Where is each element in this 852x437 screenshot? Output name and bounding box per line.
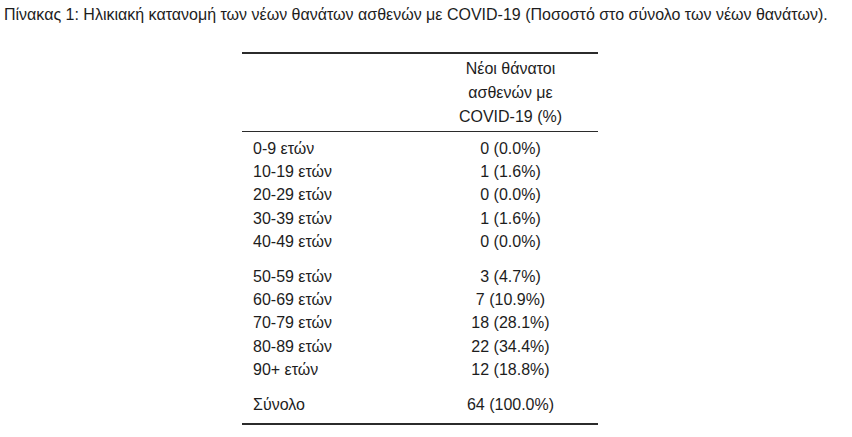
table-row: 50-59 ετών3 (4.7%) [242, 253, 598, 288]
age-table-body: 0-9 ετών0 (0.0%)10-19 ετών1 (1.6%)20-29 … [242, 132, 598, 425]
age-group-label: 80-89 ετών [242, 335, 423, 358]
deaths-value: 22 (34.4%) [423, 335, 598, 358]
header-line-2: ασθενών με [423, 81, 598, 105]
header-line-3: COVID-19 (%) [423, 105, 598, 129]
table-row: 70-79 ετών18 (28.1%) [242, 311, 598, 334]
age-group-label: 20-29 ετών [242, 183, 423, 206]
table-row: 40-49 ετών0 (0.0%) [242, 230, 598, 253]
age-group-label: 50-59 ετών [242, 253, 423, 288]
header-line-1: Νέοι θάνατοι [423, 57, 598, 81]
table-row: 0-9 ετών0 (0.0%) [242, 132, 598, 161]
empty-header-cell [242, 53, 423, 132]
table-row: 60-69 ετών7 (10.9%) [242, 288, 598, 311]
table-row: Σύνολο64 (100.0%) [242, 381, 598, 424]
table-row: 90+ ετών12 (18.8%) [242, 358, 598, 381]
deaths-value: 64 (100.0%) [423, 381, 598, 424]
deaths-column-header: Νέοι θάνατοι ασθενών με COVID-19 (%) [423, 53, 598, 132]
table-caption: Πίνακας 1: Ηλικιακή κατανομή των νέων θα… [4, 5, 828, 25]
age-group-label: 30-39 ετών [242, 207, 423, 230]
deaths-value: 3 (4.7%) [423, 253, 598, 288]
deaths-value: 1 (1.6%) [423, 207, 598, 230]
age-distribution-table: Νέοι θάνατοι ασθενών με COVID-19 (%) 0-9… [242, 52, 598, 425]
deaths-value: 7 (10.9%) [423, 288, 598, 311]
age-group-label: 70-79 ετών [242, 311, 423, 334]
deaths-value: 0 (0.0%) [423, 230, 598, 253]
age-group-label: 10-19 ετών [242, 160, 423, 183]
age-group-label: Σύνολο [242, 381, 423, 424]
table-row: 20-29 ετών0 (0.0%) [242, 183, 598, 206]
deaths-value: 0 (0.0%) [423, 183, 598, 206]
header-row: Νέοι θάνατοι ασθενών με COVID-19 (%) [242, 53, 598, 132]
age-group-label: 40-49 ετών [242, 230, 423, 253]
data-table: Νέοι θάνατοι ασθενών με COVID-19 (%) 0-9… [242, 52, 598, 425]
table-row: 80-89 ετών22 (34.4%) [242, 335, 598, 358]
table-row: 30-39 ετών1 (1.6%) [242, 207, 598, 230]
age-group-label: 90+ ετών [242, 358, 423, 381]
table-row: 10-19 ετών1 (1.6%) [242, 160, 598, 183]
deaths-value: 18 (28.1%) [423, 311, 598, 334]
deaths-value: 1 (1.6%) [423, 160, 598, 183]
age-group-label: 60-69 ετών [242, 288, 423, 311]
deaths-value: 0 (0.0%) [423, 132, 598, 161]
age-group-label: 0-9 ετών [242, 132, 423, 161]
deaths-value: 12 (18.8%) [423, 358, 598, 381]
table-header: Νέοι θάνατοι ασθενών με COVID-19 (%) [242, 53, 598, 132]
